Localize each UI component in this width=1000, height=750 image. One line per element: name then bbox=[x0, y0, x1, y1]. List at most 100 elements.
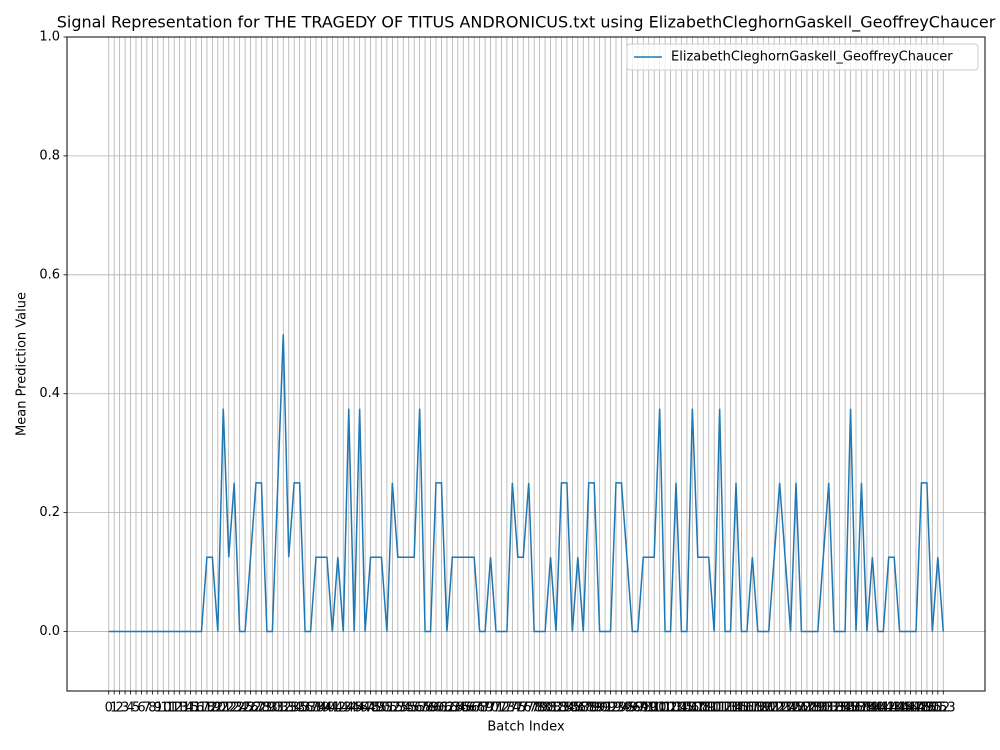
x-tick-label: 20 bbox=[210, 701, 227, 716]
x-tick-label: 25 bbox=[237, 701, 254, 716]
x-tick-label: 150 bbox=[914, 701, 939, 716]
x-tick-label: 11 bbox=[160, 701, 177, 716]
y-tick-label: 0.4 bbox=[39, 386, 60, 401]
plot bbox=[108, 334, 945, 633]
x-tick-label: 127 bbox=[789, 701, 814, 716]
x-tick-label: 144 bbox=[882, 701, 907, 716]
x-tick-label: 55 bbox=[400, 701, 417, 716]
x-tick-label: 149 bbox=[909, 701, 934, 716]
x-tick-label: 35 bbox=[291, 701, 308, 716]
x-tick-label: 82 bbox=[548, 701, 565, 716]
x-tick-label: 45 bbox=[346, 701, 363, 716]
x-tick-label: 13 bbox=[171, 701, 188, 716]
x-tick-label: 102 bbox=[653, 701, 678, 716]
x-tick-label: 73 bbox=[499, 701, 516, 716]
x-tick-label: 62 bbox=[439, 701, 456, 716]
x-tick-label: 85 bbox=[564, 701, 581, 716]
x-tick-label: 66 bbox=[460, 701, 477, 716]
x-tick-label: 125 bbox=[778, 701, 803, 716]
x-tick-label: 12 bbox=[166, 701, 183, 716]
x-tick-label: 39 bbox=[313, 701, 330, 716]
x-tick-label: 78 bbox=[526, 701, 543, 716]
x-tick-label: 54 bbox=[395, 701, 412, 716]
x-tick-label: 52 bbox=[384, 701, 401, 716]
y-axis-label: Mean Prediction Value bbox=[15, 292, 30, 436]
x-tick-label: 133 bbox=[822, 701, 847, 716]
y-tick-label: 0.6 bbox=[39, 267, 60, 282]
x-tick-label: 100 bbox=[642, 701, 667, 716]
x-tick-label: 47 bbox=[357, 701, 374, 716]
x-tick-label: 119 bbox=[745, 701, 770, 716]
legend-label: ElizabethCleghornGaskell_GeoffreyChaucer bbox=[671, 50, 953, 65]
x-tick-label: 69 bbox=[477, 701, 494, 716]
x-tick-label: 114 bbox=[718, 701, 743, 716]
x-tick-label: 27 bbox=[248, 701, 265, 716]
x-tick-label: 126 bbox=[784, 701, 809, 716]
x-tick-label: 38 bbox=[308, 701, 325, 716]
x-tick-label: 4 bbox=[126, 701, 134, 716]
x-tick-label: 24 bbox=[231, 701, 248, 716]
x-tick-label: 29 bbox=[259, 701, 276, 716]
x-tick-label: 65 bbox=[455, 701, 472, 716]
y-tick-label: 0.2 bbox=[39, 505, 60, 520]
x-tick-label: 36 bbox=[297, 701, 314, 716]
x-axis-label: Batch Index bbox=[487, 720, 565, 735]
x-tick-label: 19 bbox=[204, 701, 221, 716]
x-tick-label: 72 bbox=[493, 701, 510, 716]
x-tick-label: 49 bbox=[368, 701, 385, 716]
x-tick-label: 58 bbox=[417, 701, 434, 716]
x-tick-label: 2 bbox=[115, 701, 123, 716]
x-tick-label: 31 bbox=[270, 701, 287, 716]
x-tick-label: 59 bbox=[422, 701, 439, 716]
x-tick-label: 28 bbox=[253, 701, 270, 716]
x-tick-label: 120 bbox=[751, 701, 776, 716]
x-tick-label: 116 bbox=[729, 701, 754, 716]
x-tick-label: 16 bbox=[188, 701, 205, 716]
x-tick-label: 22 bbox=[220, 701, 237, 716]
x-tick-label: 70 bbox=[482, 701, 499, 716]
x-tick-label: 46 bbox=[351, 701, 368, 716]
x-tick-label: 60 bbox=[428, 701, 445, 716]
x-tick-label: 97 bbox=[630, 701, 647, 716]
x-tick-label: 142 bbox=[871, 701, 896, 716]
x-tick-label: 77 bbox=[520, 701, 537, 716]
x-tick-label: 1 bbox=[110, 701, 118, 716]
x-tick-label: 111 bbox=[702, 701, 727, 716]
legend-box bbox=[626, 43, 979, 71]
x-tick-label: 43 bbox=[335, 701, 352, 716]
x-tick-label: 152 bbox=[925, 701, 950, 716]
x-tick-label: 96 bbox=[624, 701, 641, 716]
y-tick-label: 0.8 bbox=[39, 148, 60, 163]
x-tick-label: 123 bbox=[767, 701, 792, 716]
x-tick-label: 134 bbox=[827, 701, 852, 716]
x-tick-label: 112 bbox=[707, 701, 732, 716]
x-tick-label: 30 bbox=[264, 701, 281, 716]
x-tick-label: 91 bbox=[597, 701, 614, 716]
x-tick-label: 18 bbox=[199, 701, 216, 716]
x-tick-label: 63 bbox=[444, 701, 461, 716]
x-tick-label: 56 bbox=[406, 701, 423, 716]
x-tick-label: 110 bbox=[696, 701, 721, 716]
x-tick-label: 42 bbox=[330, 701, 347, 716]
x-tick-label: 94 bbox=[613, 701, 630, 716]
x-tick-label: 48 bbox=[362, 701, 379, 716]
chart-title: Signal Representation for THE TRAGEDY OF… bbox=[57, 13, 996, 33]
x-tick-label: 118 bbox=[740, 701, 765, 716]
legend: ElizabethCleghornGaskell_GeoffreyChaucer bbox=[626, 43, 979, 71]
x-tick-label: 5 bbox=[132, 701, 140, 716]
x-tick-label: 86 bbox=[570, 701, 587, 716]
x-tick-label: 93 bbox=[608, 701, 625, 716]
grid bbox=[67, 36, 985, 691]
x-tick-label: 74 bbox=[504, 701, 521, 716]
x-tick-label: 14 bbox=[177, 701, 194, 716]
x-tick-label: 124 bbox=[773, 701, 798, 716]
x-tick-label: 71 bbox=[488, 701, 505, 716]
x-tick-label: 10 bbox=[155, 701, 172, 716]
x-tick-label: 129 bbox=[800, 701, 825, 716]
x-tick-label: 128 bbox=[794, 701, 819, 716]
x-tick-label: 57 bbox=[411, 701, 428, 716]
x-tick-label: 81 bbox=[542, 701, 559, 716]
x-tick-label: 153 bbox=[931, 701, 956, 716]
x-tick-label: 137 bbox=[844, 701, 869, 716]
